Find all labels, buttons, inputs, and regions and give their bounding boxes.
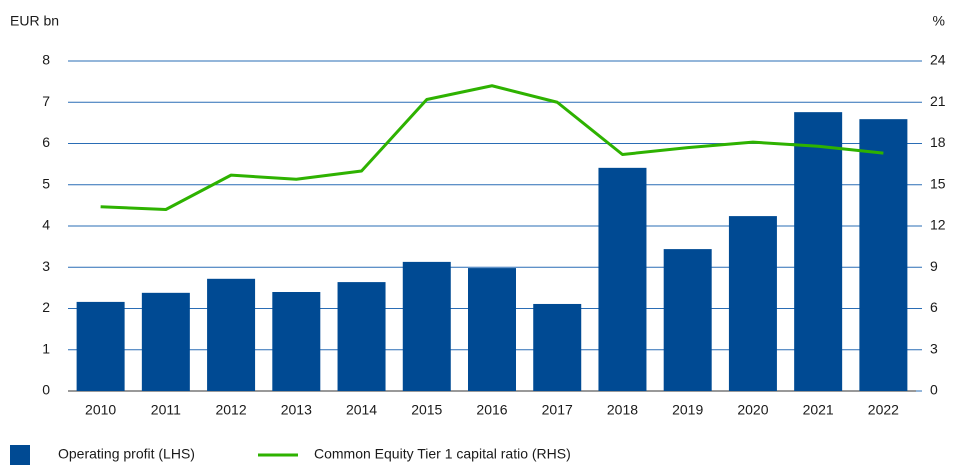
line <box>100 84 884 211</box>
x-tick-label: 2012 <box>215 402 246 418</box>
y-tick-label: 3 <box>42 258 50 274</box>
legend-label: Common Equity Tier 1 capital ratio (RHS) <box>314 446 571 462</box>
bar <box>468 268 516 391</box>
x-tick-label: 2013 <box>281 402 312 418</box>
x-tick-label: 2016 <box>476 402 507 418</box>
x-tick-label: 2011 <box>151 402 181 418</box>
bar <box>141 292 190 391</box>
y-tick-label: 5 <box>42 175 50 191</box>
y-tick-label: 6 <box>42 134 50 150</box>
y2-tick-label: 24 <box>930 52 946 68</box>
bar <box>859 119 908 391</box>
y-tick-label: 8 <box>42 52 50 68</box>
bar <box>402 261 451 391</box>
bar <box>76 301 125 391</box>
x-tick-label: 2021 <box>803 402 834 418</box>
y-tick-label: 4 <box>42 217 50 233</box>
bar <box>794 112 843 392</box>
x-tick-label: 2019 <box>672 402 703 418</box>
y2-tick-label: 21 <box>930 93 946 109</box>
y-tick-label: 0 <box>42 382 50 398</box>
x-tick-label: 2017 <box>542 402 573 418</box>
bar <box>598 167 647 391</box>
x-tick-label: 2014 <box>346 402 377 418</box>
y-axis-label: EUR bn <box>10 13 59 29</box>
y2-tick-label: 15 <box>930 175 946 191</box>
bar <box>728 216 777 391</box>
bar <box>337 282 386 391</box>
x-tick-label: 2010 <box>85 402 116 418</box>
bar <box>533 303 582 391</box>
y-tick-label: 1 <box>42 340 50 356</box>
y2-axis-label: % <box>933 13 945 29</box>
bar <box>207 278 256 391</box>
y2-tick-label: 0 <box>930 382 938 398</box>
y2-tick-label: 6 <box>930 299 938 315</box>
x-tick-label: 2015 <box>411 402 442 418</box>
y2-tick-label: 3 <box>930 340 938 356</box>
x-tick-label: 2018 <box>607 402 638 418</box>
y-tick-label: 7 <box>42 93 50 109</box>
legend-swatch <box>10 445 30 465</box>
x-tick-label: 2020 <box>737 402 768 418</box>
y-tick-label: 2 <box>42 299 50 315</box>
bar <box>272 292 321 391</box>
y2-tick-label: 12 <box>930 217 946 233</box>
bar <box>663 249 712 391</box>
legend-label: Operating profit (LHS) <box>58 446 195 462</box>
y2-tick-label: 18 <box>930 134 946 150</box>
y2-tick-label: 9 <box>930 258 938 274</box>
x-tick-label: 2022 <box>868 402 899 418</box>
